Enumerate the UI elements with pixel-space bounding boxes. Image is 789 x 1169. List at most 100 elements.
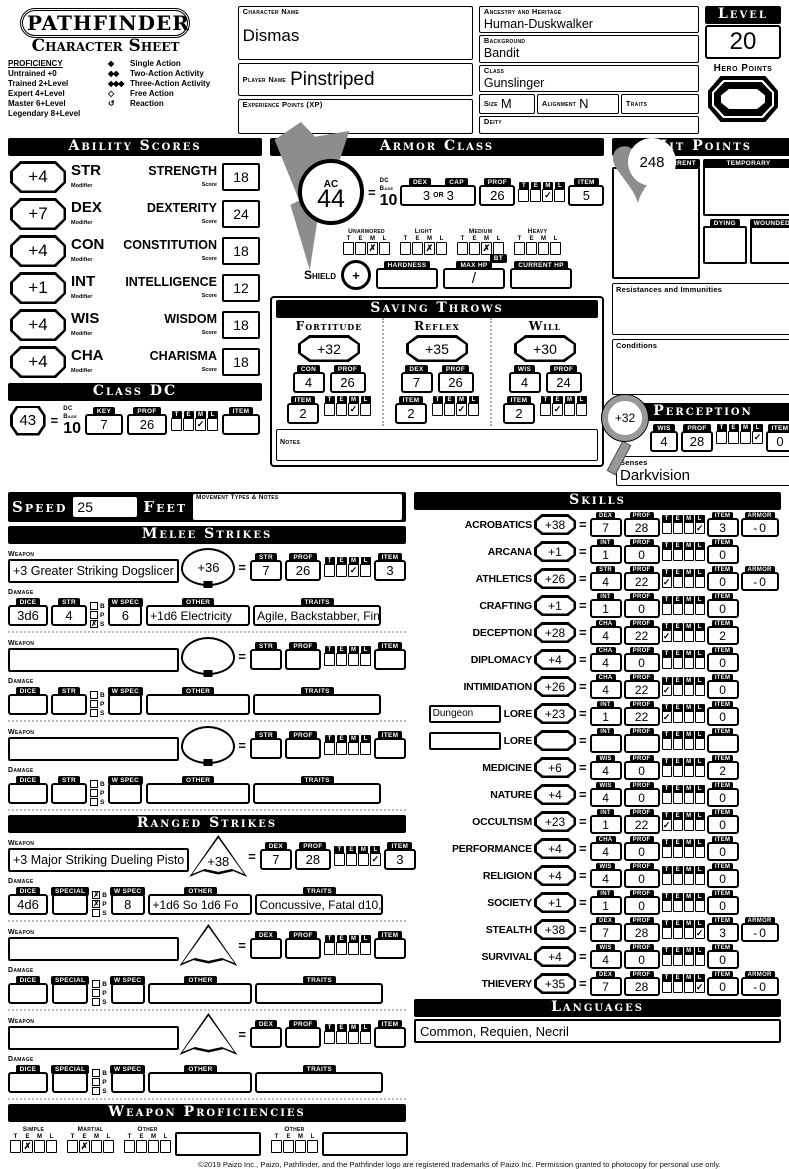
ac-dex-value[interactable]: 3 <box>422 188 431 203</box>
skill-total-badge[interactable] <box>534 730 576 751</box>
skill-item-field[interactable]: Item 3 <box>706 512 739 537</box>
strike-item-field[interactable]: Item <box>374 1020 406 1048</box>
xp-value[interactable] <box>243 109 468 124</box>
teml-m-checkbox[interactable] <box>348 742 359 755</box>
ac-dex-cap-field[interactable]: Dex Cap 3 OR 3 <box>400 178 477 206</box>
damage-other-field[interactable]: Other +1d6 So 1d6 Fo <box>148 887 253 915</box>
teml-l-checkbox[interactable] <box>307 1140 318 1153</box>
strike-stat-field[interactable]: DEX <box>250 1020 282 1048</box>
ac-total-badge[interactable]: AC 44 <box>298 159 364 225</box>
skill-total-badge[interactable]: +4 <box>534 838 576 859</box>
teml-e-checkbox[interactable] <box>672 522 683 534</box>
teml-l-checkbox[interactable]: ✓ <box>369 853 381 866</box>
save-prof-field[interactable]: Prof 26 <box>329 365 366 393</box>
save-total-badge[interactable]: +30 <box>514 335 576 362</box>
teml-t-checkbox[interactable] <box>661 981 672 993</box>
teml-t-checkbox[interactable] <box>400 242 411 255</box>
piercing-checkbox[interactable] <box>92 989 101 997</box>
skill-prof-field[interactable]: Prof 28 <box>623 512 660 537</box>
teml-m-checkbox[interactable] <box>683 981 694 993</box>
teml-m-checkbox[interactable] <box>683 927 694 939</box>
teml-m-checkbox[interactable]: ✓ <box>195 417 206 431</box>
skill-armor-field[interactable]: Armor -0 <box>740 512 779 537</box>
arrowhead-badge-icon[interactable]: +38 <box>189 835 248 877</box>
slashing-checkbox[interactable] <box>90 709 98 717</box>
teml-e-checkbox[interactable] <box>355 242 366 255</box>
teml-m-checkbox[interactable] <box>683 603 694 615</box>
teml-l-checkbox[interactable]: ✓ <box>694 981 705 993</box>
teml-e-checkbox[interactable] <box>672 711 683 723</box>
weapon-traits-field[interactable]: Traits <box>255 976 384 1004</box>
teml-t-checkbox[interactable] <box>324 942 335 955</box>
weapon-name-field[interactable]: Weapon +3 Greater Striking Dogslicer <box>8 551 180 583</box>
skill-item-field[interactable]: Item 0 <box>706 593 739 618</box>
bludgeoning-checkbox[interactable] <box>90 691 98 699</box>
player-name-field[interactable]: Player Name Pinstriped <box>237 63 473 96</box>
perception-prof-field[interactable]: Prof 28 <box>681 424 713 452</box>
weapon-name-field[interactable]: Weapon <box>8 729 180 761</box>
teml-e-checkbox[interactable] <box>530 189 542 202</box>
teml-e-checkbox[interactable] <box>444 403 455 416</box>
teml-l-checkbox[interactable] <box>694 900 705 912</box>
weapon-spec-field[interactable]: W Spec <box>109 976 146 1004</box>
teml-m-checkbox[interactable] <box>91 1140 102 1153</box>
teml-m-checkbox[interactable] <box>348 653 359 666</box>
teml-l-checkbox[interactable] <box>694 792 705 804</box>
slashing-checkbox[interactable] <box>92 909 101 917</box>
save-stat-field[interactable]: Wis 4 <box>508 365 541 393</box>
ability-score-field[interactable]: 18 <box>222 163 260 191</box>
teml-e-checkbox[interactable] <box>672 765 683 777</box>
weapon-spec-field[interactable]: W Spec 8 <box>109 887 146 915</box>
teml-l-checkbox[interactable] <box>46 1140 57 1153</box>
teml-l-checkbox[interactable] <box>360 564 371 577</box>
skill-total-badge[interactable]: +1 <box>534 595 576 616</box>
teml-l-checkbox[interactable] <box>694 657 705 669</box>
teml-m-checkbox[interactable]: ✗ <box>424 242 435 255</box>
teml-l-checkbox[interactable] <box>694 873 705 885</box>
resistances-field[interactable]: Resistances and Immunities <box>612 283 789 335</box>
save-item-field[interactable]: Item 2 <box>287 396 319 424</box>
teml-t-checkbox[interactable] <box>540 403 551 416</box>
teml-m-checkbox[interactable]: ✓ <box>348 403 359 416</box>
slashing-checkbox[interactable] <box>92 1087 101 1095</box>
skill-total-badge[interactable]: +38 <box>534 514 576 535</box>
shield-hardness-field[interactable]: Hardness <box>376 261 439 289</box>
skill-total-badge[interactable]: +38 <box>534 919 576 940</box>
teml-e-checkbox[interactable] <box>283 1140 294 1153</box>
save-stat-field[interactable]: Con 4 <box>292 365 325 393</box>
skill-prof-field[interactable]: Prof 0 <box>623 836 660 861</box>
class-dc-total-badge[interactable]: 43 <box>10 405 46 436</box>
teml-m-checkbox[interactable] <box>683 846 694 858</box>
teml-l-checkbox[interactable]: ✓ <box>752 431 763 444</box>
lore-name-field[interactable]: Dungeon <box>428 704 501 723</box>
ability-modifier-badge[interactable]: +4 <box>10 309 66 341</box>
skill-prof-field[interactable]: Prof 0 <box>623 755 660 780</box>
teml-l-checkbox[interactable] <box>694 576 705 588</box>
ability-modifier-badge[interactable]: +7 <box>10 198 66 230</box>
skill-total-badge[interactable]: +28 <box>534 622 576 643</box>
skill-prof-field[interactable]: Prof 22 <box>623 701 660 726</box>
movement-notes-field[interactable]: Movement Types & Notes <box>193 494 402 520</box>
skill-item-field[interactable]: Item 2 <box>706 620 739 645</box>
strike-item-field[interactable]: Item 3 <box>374 553 406 581</box>
teml-l-checkbox[interactable] <box>694 684 705 696</box>
teml-t-checkbox[interactable] <box>661 792 672 804</box>
weapon-traits-field[interactable]: Traits <box>253 776 382 804</box>
teml-m-checkbox[interactable] <box>683 792 694 804</box>
teml-e-checkbox[interactable] <box>412 242 423 255</box>
alignment-field[interactable]: Alignment N <box>536 93 619 114</box>
skill-prof-field[interactable]: Prof 28 <box>623 971 660 996</box>
hp-temporary-field[interactable]: Temporary <box>703 159 789 216</box>
skill-prof-field[interactable]: Prof 0 <box>623 890 660 915</box>
languages-field[interactable]: Common, Requien, Necril <box>414 1019 781 1043</box>
piercing-checkbox[interactable] <box>92 1078 101 1086</box>
weapon-name-field[interactable]: Weapon +3 Major Striking Dueling Pisto <box>8 840 190 872</box>
weapon-traits-field[interactable]: Traits Agile, Backstabber, Finess <box>253 598 382 626</box>
strike-stat-field[interactable]: STR <box>250 642 282 670</box>
teml-l-checkbox[interactable] <box>694 603 705 615</box>
skill-total-badge[interactable]: +4 <box>534 649 576 670</box>
skill-item-field[interactable]: Item 0 <box>706 863 739 888</box>
traits-field[interactable]: Traits <box>620 93 699 114</box>
shield-maxhp-field[interactable]: Max HP BT / <box>443 254 508 289</box>
teml-e-checkbox[interactable] <box>672 900 683 912</box>
